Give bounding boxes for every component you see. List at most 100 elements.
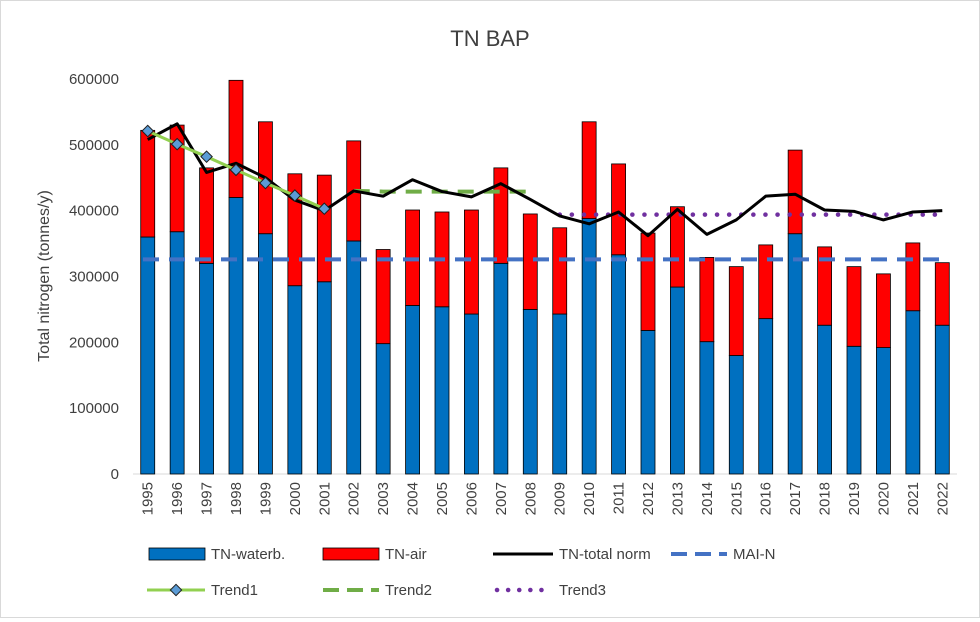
y-tick-label: 100000 [69, 400, 119, 417]
marker-trend1 [259, 176, 272, 190]
marker-trend1 [229, 163, 243, 177]
bar-tn-waterb [434, 306, 450, 475]
legend-item: TN-waterb. [148, 546, 285, 563]
legend-label: TN-waterb. [211, 546, 285, 563]
x-tick-label: 1998 [228, 482, 245, 515]
bar-tn-air [905, 242, 921, 312]
bar-tn-waterb [640, 330, 656, 475]
x-tick-label: 2004 [405, 482, 422, 515]
x-tick-label: 2014 [699, 482, 716, 515]
bar-tn-waterb [522, 309, 538, 475]
bar-tn-air [611, 163, 626, 256]
bar-tn-air [934, 262, 950, 326]
bar-tn-waterb [316, 281, 332, 475]
legend-item: TN-air [322, 546, 427, 563]
bar-tn-air [316, 174, 332, 283]
tick-labels: 0 100000 200000 300000 400000 500000 600000 199… [69, 71, 951, 515]
bar-tn-waterb [405, 305, 420, 475]
x-tick-label: 2005 [434, 482, 451, 515]
marker-trend1 [317, 202, 331, 216]
bar-tn-air [670, 206, 685, 288]
legend: TN-waterb. TN-air TN-total norm MAI-N Trend1… [147, 546, 776, 599]
x-tick-label: 2013 [669, 482, 686, 515]
y-tick-label: 600000 [69, 71, 119, 88]
bar-tn-waterb [581, 218, 597, 475]
x-tick-label: 1996 [169, 482, 186, 515]
bar-tn-waterb [169, 231, 185, 475]
bar-tn-air [876, 273, 891, 348]
bar-tn-waterb [552, 313, 568, 475]
x-tick-label: 1995 [140, 482, 157, 515]
x-tick-label: 1999 [257, 482, 274, 515]
bar-tn-air [728, 266, 744, 356]
x-tick-label: 2021 [905, 482, 922, 515]
bar-tn-air [640, 232, 656, 331]
marker-trend1 [170, 137, 184, 151]
bar-tn-waterb [611, 254, 626, 475]
bar-tn-waterb [493, 262, 509, 475]
bar-tn-waterb [670, 286, 685, 475]
y-tick-label: 500000 [69, 137, 119, 154]
legend-item: MAI-N [671, 546, 776, 563]
bar-tn-air [699, 257, 715, 343]
x-tick-label: 2018 [817, 482, 834, 515]
bar-tn-waterb [199, 262, 214, 475]
x-tick-label: 2022 [934, 482, 951, 515]
x-tick-label: 2010 [581, 482, 598, 515]
legend-item: Trend3 [494, 582, 606, 599]
bar-tn-waterb [287, 285, 303, 475]
x-tick-label: 2019 [846, 482, 863, 515]
bar-tn-air [464, 209, 479, 315]
x-tick-label: 2000 [287, 482, 304, 515]
lines [141, 122, 947, 262]
bar-tn-air [846, 266, 862, 347]
x-tick-label: 2012 [640, 482, 657, 515]
legend-label: Trend2 [385, 582, 432, 599]
bar-tn-air [787, 149, 803, 235]
x-tick-label: 2016 [758, 482, 775, 515]
legend-label: Trend3 [559, 582, 606, 599]
x-tick-label: 2017 [787, 482, 804, 515]
y-tick-label: 0 [111, 466, 119, 483]
legend-swatch [148, 547, 206, 561]
bar-tn-waterb [346, 240, 362, 475]
bar-tn-air [552, 227, 568, 315]
legend-item: TN-total norm [493, 546, 651, 563]
x-tick-label: 2003 [375, 482, 392, 515]
bar-tn-waterb [699, 341, 715, 475]
bar-tn-waterb [464, 313, 479, 475]
marker-trend1 [141, 124, 155, 138]
bar-tn-waterb [876, 347, 891, 475]
legend-label: TN-total norm [559, 546, 651, 563]
bar-tn-air [199, 167, 214, 264]
x-tick-label: 2015 [728, 482, 745, 515]
chart-title: TN BAP [450, 26, 529, 51]
bars [140, 79, 950, 475]
x-tick-label: 2008 [522, 482, 539, 515]
y-tick-label: 300000 [69, 269, 119, 286]
marker-trend1 [200, 150, 213, 164]
bar-tn-waterb [758, 318, 774, 475]
x-tick-label: 2007 [493, 482, 510, 515]
x-tick-label: 2002 [346, 482, 363, 515]
x-tick-label: 2020 [875, 482, 892, 515]
legend-item: Trend2 [323, 582, 432, 599]
bar-tn-air [817, 246, 832, 326]
x-tick-label: 2006 [463, 482, 480, 515]
y-tick-label: 400000 [69, 203, 119, 220]
bar-tn-waterb [846, 345, 862, 475]
x-tick-label: 1997 [199, 482, 216, 515]
x-tick-label: 2011 [611, 482, 628, 514]
legend-swatch [322, 547, 380, 561]
bar-tn-air [375, 249, 391, 345]
bar-tn-waterb [140, 236, 156, 475]
bar-tn-waterb [228, 197, 244, 475]
legend-label: Trend1 [211, 582, 258, 599]
y-axis-title: Total nitrogen (tonnes/y) [36, 190, 53, 362]
bar-tn-waterb [905, 310, 921, 475]
legend-item: Trend1 [147, 582, 258, 599]
bar-tn-air [140, 129, 156, 238]
legend-label: MAI-N [733, 546, 776, 563]
